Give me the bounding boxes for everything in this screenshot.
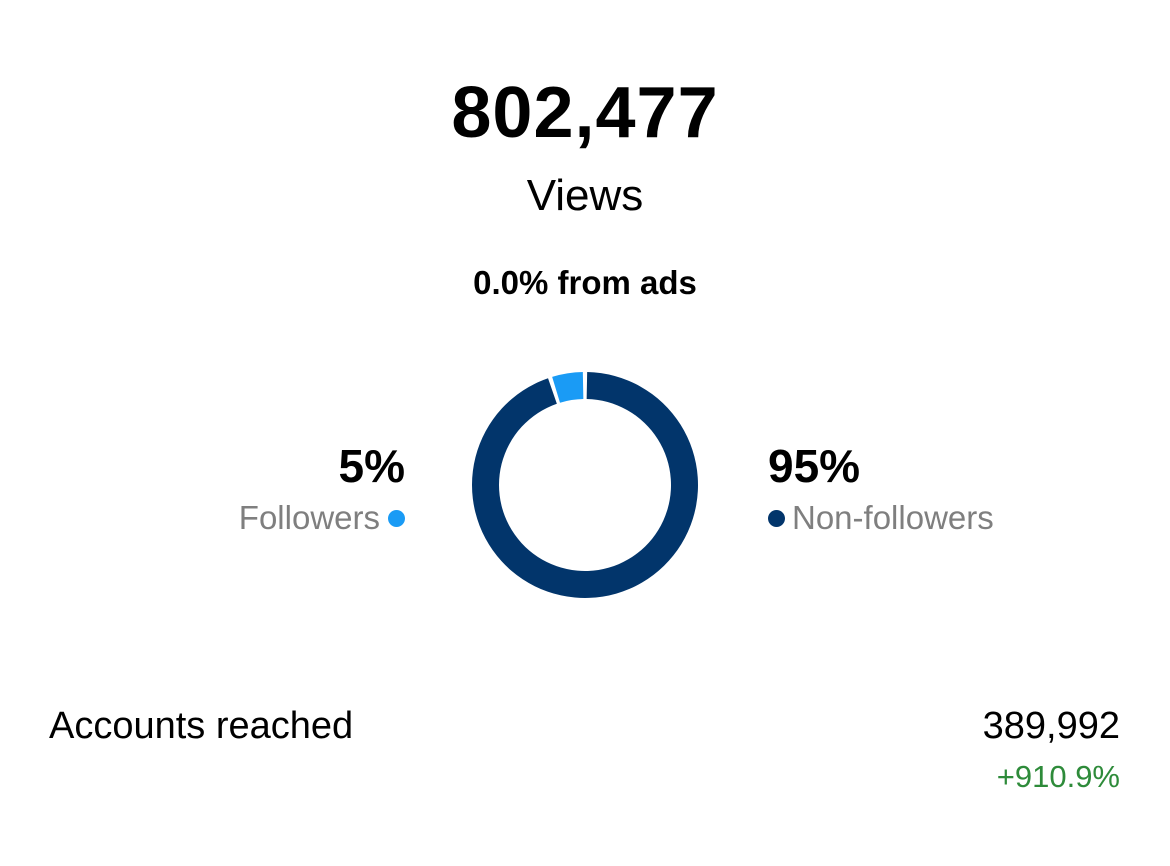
views-label: Views	[526, 171, 644, 220]
donut-slice-non-followers	[472, 372, 698, 598]
followers-label: Followers	[238, 499, 380, 536]
non-followers-legend: 95% Non-followers	[768, 438, 994, 540]
non-followers-label: Non-followers	[792, 499, 994, 536]
followers-legend: 5% Followers	[239, 438, 405, 540]
accounts-reached-value: 389,992	[982, 705, 1120, 747]
views-total: 802,477	[451, 73, 719, 153]
donut-slice-followers	[552, 372, 584, 403]
ads-share-text: 0.0% from ads	[473, 264, 697, 301]
accounts-reached-change: +910.9%	[996, 759, 1120, 794]
accounts-reached-label: Accounts reached	[49, 705, 354, 747]
non-followers-percent: 95%	[768, 440, 861, 492]
non-followers-dot-icon	[768, 509, 785, 527]
audience-donut-chart	[472, 372, 698, 598]
followers-dot-icon	[388, 509, 405, 527]
followers-percent: 5%	[338, 440, 405, 492]
